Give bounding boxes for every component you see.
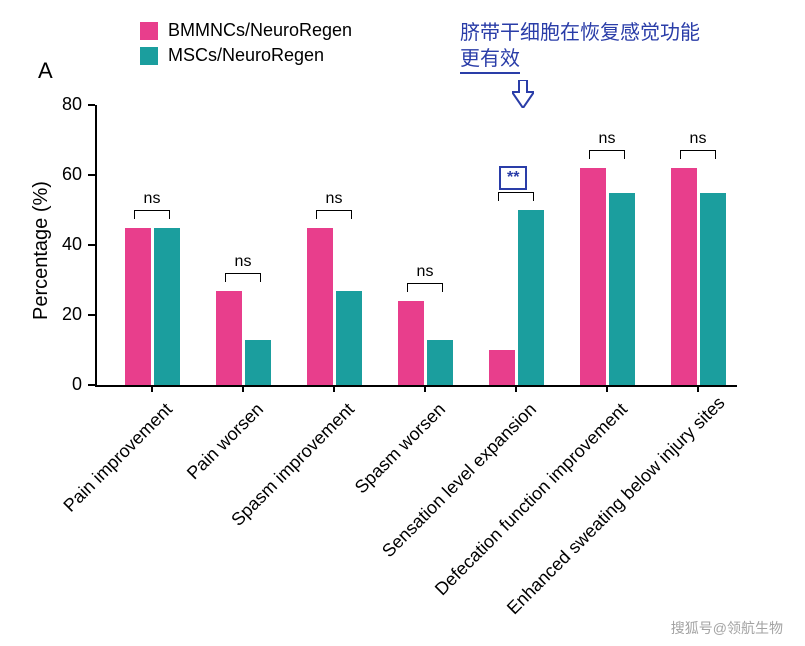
sig-label: ns <box>137 190 167 208</box>
bar <box>609 193 635 386</box>
bar <box>125 228 151 386</box>
sig-label: ns <box>319 190 349 208</box>
bar <box>489 350 515 385</box>
y-tick <box>88 174 95 176</box>
bar <box>154 228 180 386</box>
y-tick <box>88 244 95 246</box>
bar <box>671 168 697 385</box>
sig-bracket <box>680 150 717 151</box>
sig-bracket <box>589 150 626 151</box>
bar <box>336 291 362 386</box>
sig-bracket <box>225 273 262 274</box>
annotation-text: 脐带干细胞在恢复感觉功能 更有效 <box>460 20 700 74</box>
y-tick <box>88 314 95 316</box>
sig-bracket <box>407 283 444 284</box>
x-tick <box>697 385 699 392</box>
bar <box>245 340 271 386</box>
chart-container: A BMMNCs/NeuroRegen MSCs/NeuroRegen 脐带干细… <box>0 0 805 646</box>
y-tick <box>88 104 95 106</box>
bar <box>307 228 333 386</box>
bar <box>427 340 453 386</box>
sig-label-highlight: ** <box>499 166 527 190</box>
x-tick <box>424 385 426 392</box>
bar <box>518 210 544 385</box>
x-tick <box>606 385 608 392</box>
sig-label: ns <box>410 263 440 281</box>
sig-bracket <box>498 192 535 193</box>
watermark: 搜狐号@领航生物 <box>671 618 783 638</box>
x-tick <box>242 385 244 392</box>
legend-item-0: BMMNCs/NeuroRegen <box>140 20 352 41</box>
x-tick <box>333 385 335 392</box>
bar <box>580 168 606 385</box>
sig-bracket <box>134 210 171 211</box>
bar <box>398 301 424 385</box>
bar <box>216 291 242 386</box>
y-tick-label: 20 <box>50 304 82 325</box>
legend: BMMNCs/NeuroRegen MSCs/NeuroRegen <box>140 20 352 70</box>
y-tick-label: 0 <box>50 374 82 395</box>
annotation-line1: 脐带干细胞在恢复感觉功能 <box>460 20 700 46</box>
x-tick <box>151 385 153 392</box>
x-tick <box>515 385 517 392</box>
y-tick-label: 60 <box>50 164 82 185</box>
sig-label: ns <box>592 130 622 148</box>
y-tick <box>88 384 95 386</box>
sig-label: ns <box>683 130 713 148</box>
annotation-line2: 更有效 <box>460 46 520 74</box>
panel-label: A <box>38 58 53 84</box>
legend-swatch-0 <box>140 22 158 40</box>
annotation-arrow-icon <box>512 80 534 108</box>
legend-label-1: MSCs/NeuroRegen <box>168 45 324 66</box>
bar <box>700 193 726 386</box>
y-tick-label: 40 <box>50 234 82 255</box>
legend-label-0: BMMNCs/NeuroRegen <box>168 20 352 41</box>
legend-swatch-1 <box>140 47 158 65</box>
y-tick-label: 80 <box>50 94 82 115</box>
sig-label: ns <box>228 253 258 271</box>
sig-bracket <box>316 210 353 211</box>
legend-item-1: MSCs/NeuroRegen <box>140 45 352 66</box>
